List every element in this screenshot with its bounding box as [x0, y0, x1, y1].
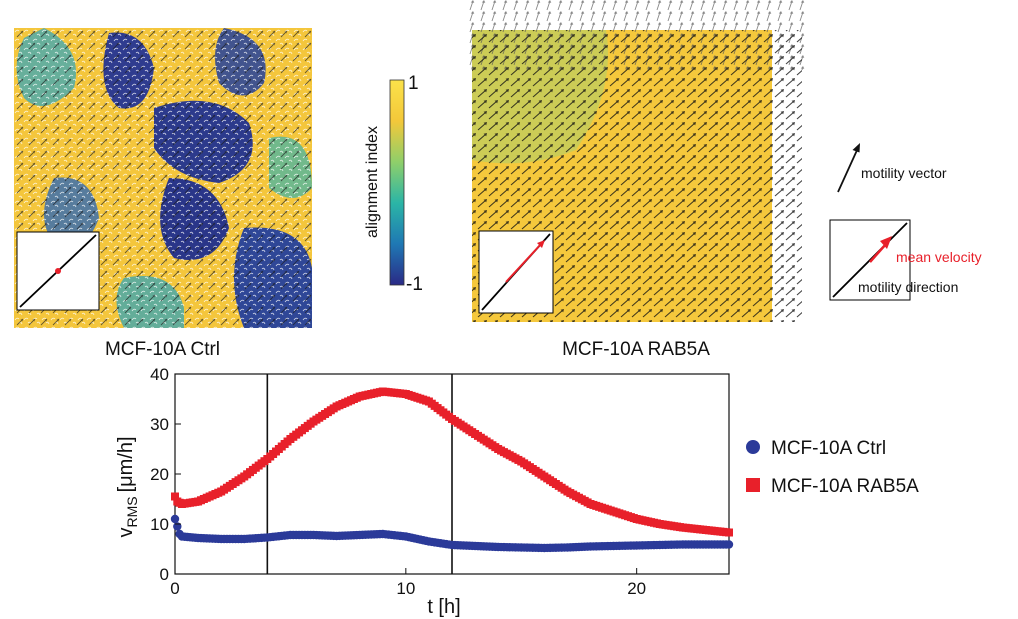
- data-point: [171, 492, 179, 501]
- motility-vector-arrowhead: [852, 143, 860, 153]
- series-ctrl: [170, 514, 734, 553]
- ctrl-alignment-map: [14, 28, 312, 328]
- legend-marker-rab5a: [746, 478, 760, 492]
- motility-vector-arrow: [837, 147, 859, 193]
- y-tick-label-1: 10: [150, 515, 169, 534]
- ctrl-panel-label: MCF-10A Ctrl: [104, 339, 221, 360]
- motility-direction-label: motility direction: [858, 279, 958, 295]
- x-tick-label-1: 10: [396, 579, 415, 598]
- y-tick-label-3: 30: [150, 415, 169, 434]
- colorbar-title: alignment index: [364, 126, 381, 238]
- rab5a-inset: [478, 230, 554, 314]
- y-axis-label-main: v: [115, 528, 137, 538]
- vrms-chart: 0 10 20 0 10 20 30 40 vRMS [μm/h] t [h] MCF-10A …: [115, 365, 919, 618]
- data-point: [170, 514, 180, 524]
- colorbar-min-label: -1: [406, 274, 423, 295]
- x-axis-label: t [h]: [427, 596, 460, 618]
- x-tick-label-2: 20: [627, 579, 646, 598]
- axis-ticks: 0 10 20 0 10 20 30 40: [150, 365, 646, 598]
- y-tick-label-0: 0: [160, 565, 169, 584]
- legend-marker-ctrl: [746, 440, 760, 454]
- y-axis-label-unit: [μm/h]: [115, 436, 137, 492]
- series-layer: [170, 387, 734, 553]
- data-point: [725, 528, 733, 537]
- x-tick-label-0: 0: [170, 579, 179, 598]
- motility-direction-line: [832, 222, 908, 298]
- mean-velocity-arrow: [869, 243, 887, 263]
- legend-label-ctrl: MCF-10A Ctrl: [771, 438, 886, 459]
- y-tick-label-4: 40: [150, 365, 169, 384]
- series-rab5a: [171, 387, 733, 537]
- motility-vector-label: motility vector: [861, 165, 947, 181]
- colorbar-gradient: [389, 79, 405, 286]
- mean-velocity-arrowhead: [880, 236, 892, 249]
- ctrl-inset: [16, 231, 100, 311]
- rab5a-alignment-map: [466, 0, 806, 332]
- y-tick-label-2: 20: [150, 465, 169, 484]
- data-point: [724, 540, 734, 549]
- colorbar-max-label: 1: [408, 73, 419, 94]
- chart-legend: MCF-10A Ctrl MCF-10A RAB5A: [746, 438, 919, 497]
- legend-label-rab5a: MCF-10A RAB5A: [771, 476, 919, 497]
- y-axis-label-sub: RMS: [124, 496, 140, 527]
- y-axis-label: vRMS [μm/h]: [115, 436, 140, 537]
- arrow-key: motility vector mean velocity motility d…: [829, 143, 982, 301]
- ctrl-mean-velocity-dot: [55, 268, 61, 274]
- mean-velocity-label: mean velocity: [896, 249, 982, 265]
- rab5a-mean-velocity-arrow: [537, 240, 545, 248]
- rab5a-panel-label: MCF-10A RAB5A: [562, 339, 710, 360]
- alignment-colorbar: 1 -1 alignment index: [364, 73, 423, 295]
